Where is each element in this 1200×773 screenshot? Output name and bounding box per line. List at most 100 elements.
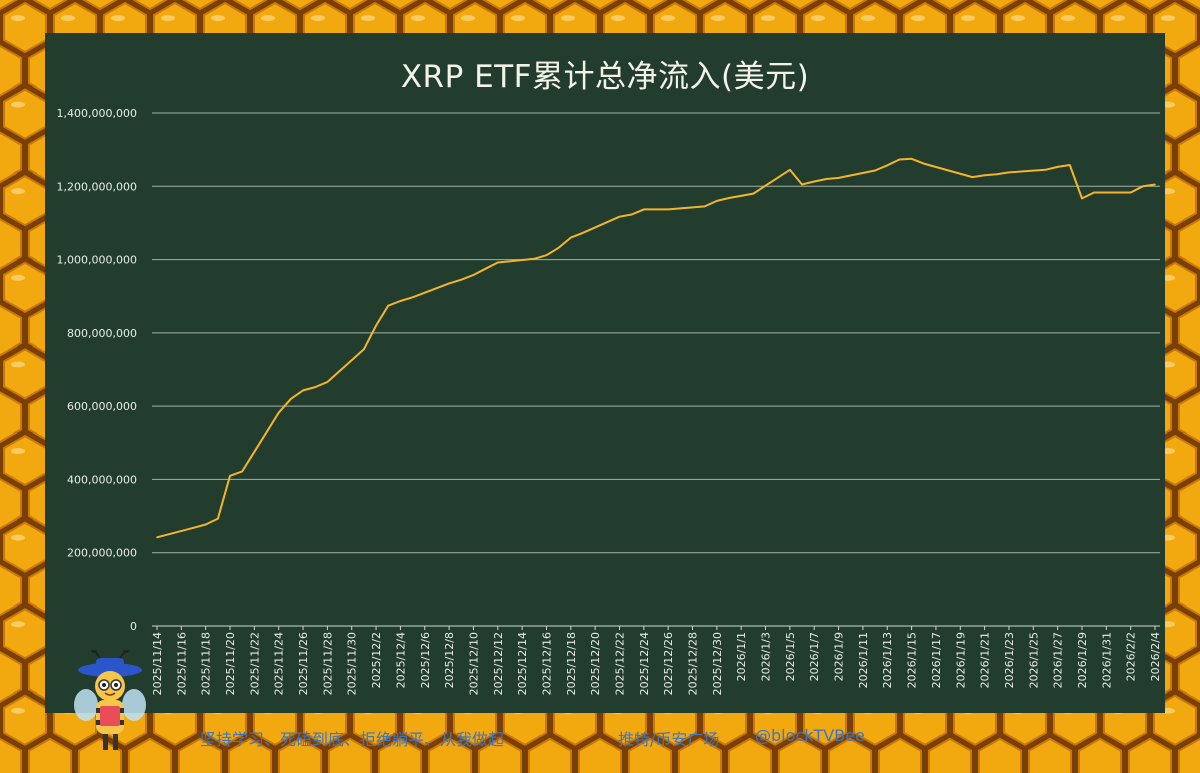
x-tick-label: 2026/2/2 (1125, 632, 1138, 681)
x-tick-label: 2026/1/17 (930, 632, 943, 688)
data-point (752, 192, 755, 195)
data-point (411, 296, 414, 299)
data-point (1093, 191, 1095, 194)
data-point (1154, 183, 1156, 186)
data-point (996, 173, 998, 175)
x-tick-label: 2025/12/12 (492, 632, 505, 695)
data-point (241, 470, 243, 473)
data-point (1069, 164, 1071, 166)
chart-title: XRP ETF累计总净流入(美元) (400, 59, 810, 95)
x-tick-label: 2025/11/28 (321, 632, 334, 695)
data-point (277, 411, 280, 414)
x-tick-label: 2025/12/30 (711, 632, 724, 695)
data-point (497, 261, 499, 264)
y-tick-label: 1,400,000,000 (57, 107, 137, 120)
data-point (204, 523, 207, 526)
data-point (801, 183, 803, 186)
x-tick-label: 2026/1/15 (906, 632, 919, 688)
x-tick-label: 2025/12/2 (370, 632, 383, 688)
x-tick-label: 2026/1/31 (1100, 632, 1113, 688)
x-tick-label: 2026/1/5 (784, 632, 797, 681)
x-tick-label: 2025/11/20 (224, 632, 237, 695)
data-point (971, 176, 974, 178)
x-tick-label: 2025/11/26 (297, 632, 310, 695)
data-point (630, 213, 633, 216)
data-point (545, 254, 548, 256)
data-point (217, 517, 219, 520)
data-point (825, 178, 828, 180)
data-point (387, 304, 390, 307)
x-tick-label: 2025/12/16 (540, 632, 553, 695)
data-point (557, 247, 560, 249)
x-tick-label: 2026/1/23 (1003, 632, 1016, 688)
x-tick-label: 2025/12/10 (467, 632, 480, 695)
line-chart: 0 200,000,000 400,000,000 600,000,000 800,00… (57, 107, 1162, 695)
data-point (886, 164, 888, 167)
data-point (789, 169, 791, 171)
chart-panel: 0 200,000,000 400,000,000 600,000,000 800,00… (45, 33, 1165, 713)
x-tick-label: 2026/1/13 (881, 632, 894, 688)
data-point (983, 174, 986, 177)
data-point (156, 536, 158, 539)
data-point (229, 475, 231, 477)
x-tick-label: 2026/1/19 (954, 632, 967, 688)
data-point (618, 215, 621, 218)
x-tick-label: 2026/1/21 (979, 632, 992, 688)
data-point (874, 169, 876, 172)
data-point (363, 348, 365, 351)
x-tick-label: 2025/12/14 (516, 632, 529, 695)
data-point (1142, 185, 1144, 188)
data-point (484, 267, 487, 270)
data-point (472, 274, 475, 276)
x-tick-label: 2026/1/27 (1052, 632, 1065, 688)
x-tick-label: 2025/12/24 (638, 632, 651, 695)
data-point (302, 389, 304, 392)
x-tick-label: 2025/12/26 (662, 632, 675, 695)
x-tick-label: 2025/11/30 (346, 632, 359, 695)
x-tick-label: 2025/11/18 (200, 632, 213, 695)
data-point (290, 398, 292, 400)
data-point (1056, 166, 1059, 168)
x-tick-label: 2025/11/14 (151, 632, 164, 695)
x-tick-label: 2025/11/22 (248, 632, 261, 695)
series-line (156, 157, 1156, 539)
x-tick-label: 2026/1/11 (857, 632, 870, 688)
x-tick-label: 2025/12/18 (565, 632, 578, 695)
data-point (582, 232, 584, 234)
x-tick-label: 2026/1/3 (760, 632, 773, 681)
x-tick-label: 2025/11/24 (273, 632, 286, 695)
x-tick-label: 2025/12/22 (613, 632, 626, 695)
x-tick-label: 2025/12/4 (394, 632, 407, 688)
data-point (570, 236, 572, 239)
data-point (1044, 169, 1047, 171)
footer-handle: @blockTVBee (755, 726, 865, 745)
x-tick-label: 2025/12/6 (419, 632, 432, 688)
y-tick-label: 0 (130, 620, 137, 633)
data-point (910, 158, 913, 160)
data-point (667, 208, 669, 211)
x-tick-label: 2026/1/7 (808, 632, 821, 681)
y-tick-label: 400,000,000 (67, 473, 137, 486)
data-point (716, 200, 718, 202)
data-point (703, 205, 706, 208)
y-tick-label: 1,200,000,000 (57, 180, 137, 193)
y-tick-label: 800,000,000 (67, 327, 137, 340)
x-tick-label: 2025/12/8 (443, 632, 456, 688)
x-tick-label: 2025/12/28 (687, 632, 700, 695)
data-point (399, 300, 402, 302)
data-point (314, 386, 317, 388)
data-point (813, 180, 815, 183)
data-point (1008, 171, 1010, 174)
data-point (1081, 197, 1083, 200)
y-tick-label: 1,000,000,000 (57, 254, 137, 267)
data-point (898, 158, 901, 161)
data-point (643, 208, 645, 211)
data-point (923, 162, 925, 165)
y-tick-label: 600,000,000 (67, 400, 137, 413)
footer-platform: 推特/币安广场 (618, 730, 720, 749)
x-tick-label: 2026/1/1 (735, 632, 748, 681)
data-point (728, 197, 730, 199)
x-tick-label: 2026/2/4 (1149, 632, 1162, 681)
footer-slogan: 坚持学习、死磕到底、拒绝躺平、从我做起 (200, 730, 505, 749)
data-point (448, 282, 450, 285)
